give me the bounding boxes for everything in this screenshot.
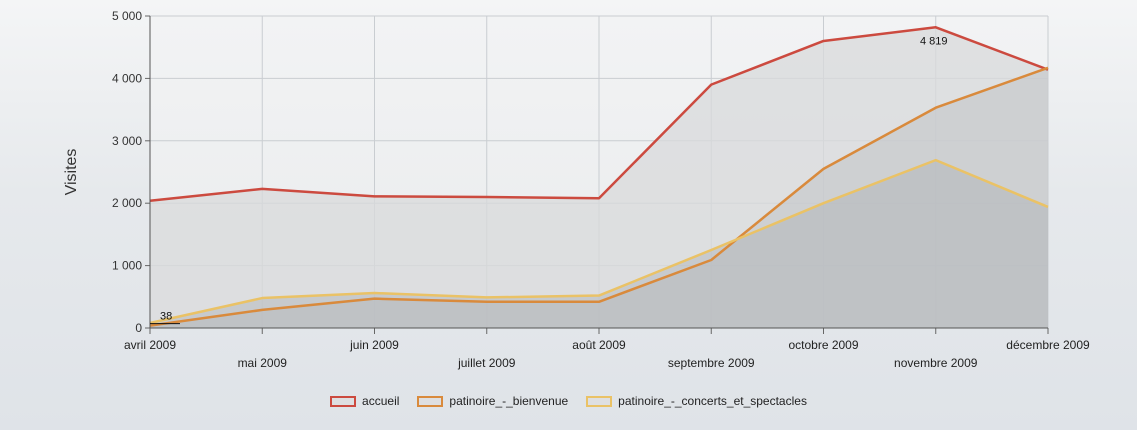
y-tick-label: 5 000: [112, 9, 142, 23]
legend-label-accueil: accueil: [362, 394, 400, 408]
data-point-series-3: [1046, 204, 1051, 209]
data-point-series-3: [372, 291, 377, 296]
x-tick-label: décembre 2009: [1006, 338, 1090, 352]
legend-swatch-bienvenue: [417, 395, 444, 407]
data-point-series-1: [821, 38, 826, 43]
area-series-3: [150, 160, 1048, 328]
line-series-3: [149, 158, 1049, 325]
data-point-series-3: [597, 293, 602, 298]
x-tick-label: septembre 2009: [668, 356, 755, 370]
data-point-series-2: [933, 105, 938, 110]
x-tick-label: août 2009: [572, 338, 626, 352]
data-point-series-1: [709, 82, 714, 87]
y-tick-label: 1 000: [112, 259, 142, 273]
legend-item-bienvenue[interactable]: patinoire_-_bienvenue: [417, 394, 568, 408]
y-tick-label: 4 000: [112, 71, 142, 85]
data-point-series-2: [821, 166, 826, 171]
data-point-series-2: [260, 307, 265, 312]
line-series-2: [149, 66, 1049, 327]
data-point-series-1: [597, 196, 602, 201]
legend: accueil patinoire_-_bienvenue patinoire_…: [0, 394, 1137, 408]
data-point-series-3: [484, 295, 489, 300]
x-tick-label: avril 2009: [124, 338, 176, 352]
data-point-series-1: [372, 194, 377, 199]
data-point-series-1: [484, 194, 489, 199]
legend-swatch-concerts: [586, 395, 613, 407]
data-label: 4 819: [920, 35, 948, 47]
y-axis-label: Visites: [63, 149, 80, 196]
label-layer: 0 1 000 2 000 3 000 4 000 5 000 avril 2009 mai …: [63, 9, 1090, 370]
line-layer: [149, 25, 1051, 327]
axis-layer: [145, 15, 1049, 334]
y-tick-label: 2 000: [112, 196, 142, 210]
data-point-series-3: [709, 248, 714, 253]
data-point-series-1: [933, 25, 938, 30]
x-tick-label: novembre 2009: [894, 356, 978, 370]
x-tick-label: juillet 2009: [457, 356, 516, 370]
legend-item-accueil[interactable]: accueil: [330, 394, 399, 408]
data-point-series-2: [372, 296, 377, 301]
y-tick-label: 3 000: [112, 134, 142, 148]
visits-chart: 0 1 000 2 000 3 000 4 000 5 000 avril 2009 mai …: [63, 9, 1090, 370]
data-point-series-2: [709, 257, 714, 262]
data-point-series-3: [821, 201, 826, 206]
data-point-series-3: [260, 296, 265, 301]
x-tick-label: juin 2009: [349, 338, 399, 352]
x-tick-label: mai 2009: [238, 356, 288, 370]
legend-swatch-accueil: [330, 395, 357, 407]
data-point-series-2: [484, 299, 489, 304]
data-point-series-1: [260, 186, 265, 191]
area-series-2: [150, 67, 1048, 329]
legend-label-concerts: patinoire_-_concerts_et_spectacles: [618, 394, 807, 408]
area-layer: [150, 27, 1048, 329]
data-point-series-2: [597, 299, 602, 304]
data-label: 38: [160, 311, 172, 323]
legend-label-bienvenue: patinoire_-_bienvenue: [449, 394, 569, 408]
x-tick-label: octobre 2009: [788, 338, 858, 352]
line-series-1: [149, 26, 1049, 202]
data-point-series-2: [1046, 65, 1051, 70]
data-point-series-3: [933, 158, 938, 163]
y-tick-label: 0: [135, 321, 142, 335]
legend-item-concerts[interactable]: patinoire_-_concerts_et_spectacles: [586, 394, 807, 408]
